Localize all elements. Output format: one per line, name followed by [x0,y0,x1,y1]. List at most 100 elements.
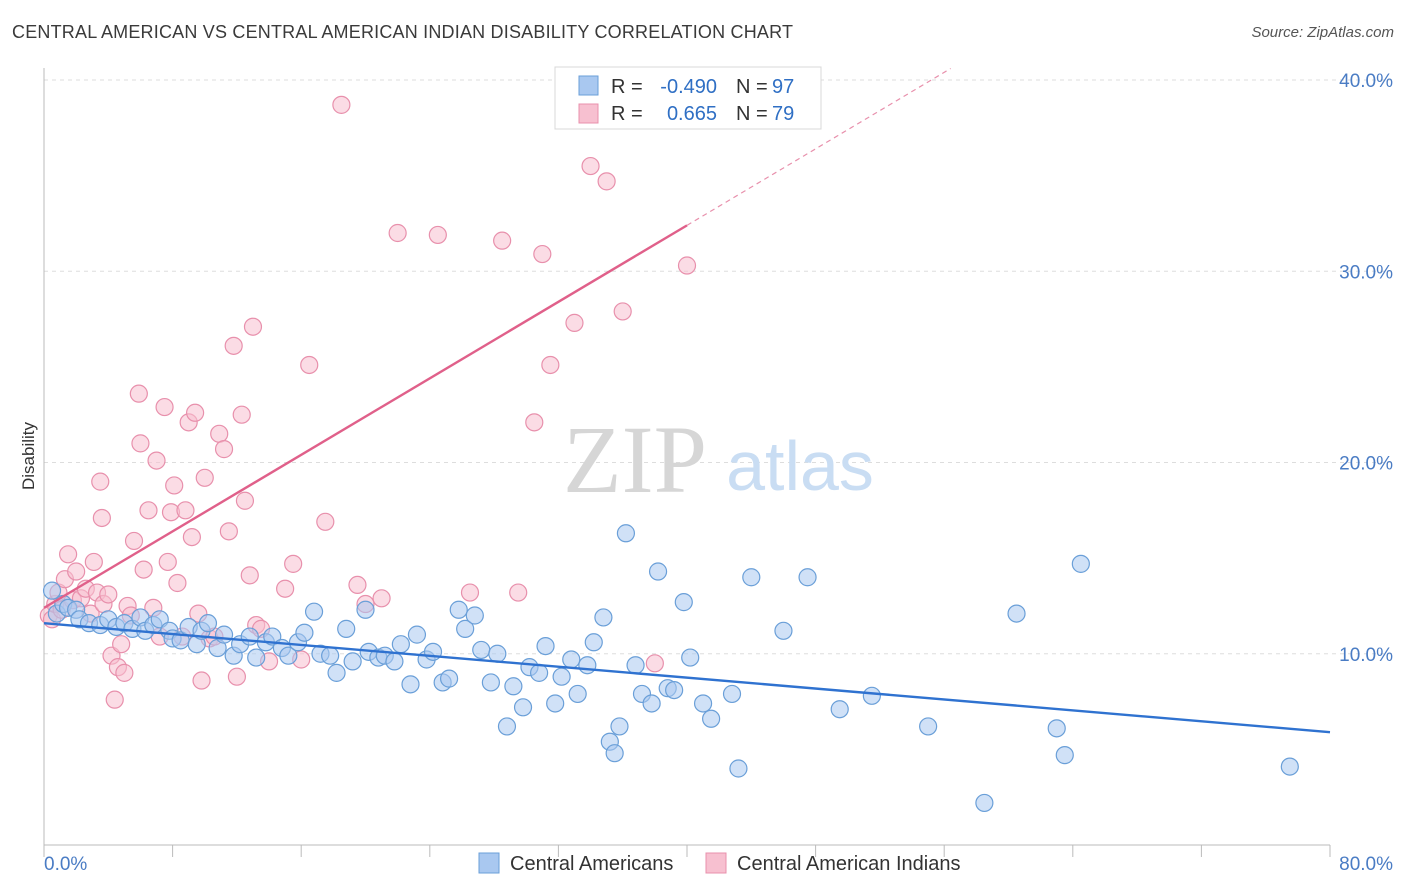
blue-point-87 [729,759,748,778]
blue-point-56 [472,640,491,660]
trend-line-central-americans [43,621,1331,734]
pink-point-50 [219,522,238,541]
blue-point-40 [343,652,362,671]
blue-point-59 [497,717,517,736]
y-axis-label: Disability [19,421,38,490]
blue-point-39 [337,619,356,638]
blue-point-88 [742,568,761,587]
pink-point-74 [525,413,544,432]
blue-point-86 [722,684,742,704]
blue-point-53 [449,600,468,619]
pink-point-78 [581,156,600,176]
blue-point-74 [610,717,629,736]
pink-point-34 [158,552,177,572]
pink-point-68 [372,589,391,608]
blue-point-84 [693,694,713,713]
blue-point-71 [594,608,613,627]
pink-point-76 [541,355,560,375]
bottom-legend-swatch-blue [478,852,500,874]
blue-point-89 [774,621,793,640]
y-tick-label-2: 30.0% [1339,262,1393,283]
series-legend: Central Americans Central American India… [478,852,960,875]
y-tick-label-1: 20.0% [1339,454,1393,475]
pink-point-75 [533,244,552,264]
pink-point-61 [284,554,303,573]
blue-point-38 [327,663,346,682]
blue-point-79 [648,562,668,581]
pink-point-82 [677,256,697,275]
pink-point-44 [192,671,211,690]
bottom-legend-label-blue: Central Americans [510,853,673,875]
legend-n-label-2: N = [736,103,768,125]
pink-point-55 [240,566,259,585]
pink-point-63 [300,355,319,375]
blue-point-93 [919,717,938,736]
pink-point-29 [139,501,158,520]
blue-point-34 [295,623,314,642]
central-americans-points [42,524,1299,813]
pink-point-8 [67,562,86,581]
blue-point-55 [465,606,484,625]
pink-point-73 [509,583,528,602]
pink-point-36 [165,476,184,495]
blue-point-68 [568,684,587,704]
axes [43,68,1331,857]
pink-point-17 [99,585,118,604]
blue-point-45 [385,652,404,671]
blue-point-98 [1071,554,1090,573]
blue-point-70 [584,633,603,652]
pink-point-25 [124,531,144,551]
blue-point-85 [702,709,721,728]
pink-point-19 [105,690,124,709]
bottom-legend-swatch-pink [705,852,727,874]
blue-point-22 [198,614,218,633]
blue-point-48 [407,625,427,644]
legend-n-value-1: 97 [772,76,794,98]
blue-point-60 [504,677,523,696]
pink-point-54 [235,491,255,510]
legend-n-label-1: N = [736,76,768,98]
pink-point-33 [155,397,174,417]
pink-point-28 [134,560,153,579]
pink-point-37 [168,573,187,593]
blue-point-76 [626,656,645,675]
blue-point-97 [1055,746,1074,765]
blue-point-61 [513,698,533,717]
watermark: ZIP atlas [563,406,874,513]
blue-point-95 [1007,604,1026,623]
pink-point-48 [210,424,229,443]
pink-point-60 [276,579,295,598]
blue-point-90 [798,568,817,587]
legend-n-value-2: 79 [772,103,794,125]
blue-point-58 [488,644,507,663]
blue-point-46 [391,635,410,654]
blue-point-57 [481,673,500,692]
pink-point-26 [129,384,148,403]
pink-point-12 [84,552,103,572]
blue-point-73 [605,744,624,763]
pink-point-21 [112,635,131,654]
legend-swatch-pink [578,103,599,124]
pink-point-41 [182,527,201,547]
blue-point-37 [321,646,340,665]
blue-point-94 [975,793,994,813]
pink-point-31 [147,451,166,470]
pink-point-56 [243,317,263,336]
y-tick-label-0: 10.0% [1339,645,1393,666]
legend-r-value-2: 0.665 [667,103,717,125]
blue-point-64 [536,636,555,656]
blue-point-63 [530,663,549,682]
blue-point-96 [1047,719,1066,738]
pink-point-39 [176,501,195,520]
pink-point-14 [91,472,110,491]
pink-point-49 [214,440,234,459]
pink-point-52 [227,667,246,686]
pink-point-53 [232,405,251,424]
legend-r-label-1: R = [611,76,643,98]
pink-point-22 [115,663,134,682]
legend-r-label-2: R = [611,103,643,125]
blue-point-92 [862,686,881,705]
blue-point-82 [674,593,693,612]
blue-point-99 [1280,757,1299,776]
